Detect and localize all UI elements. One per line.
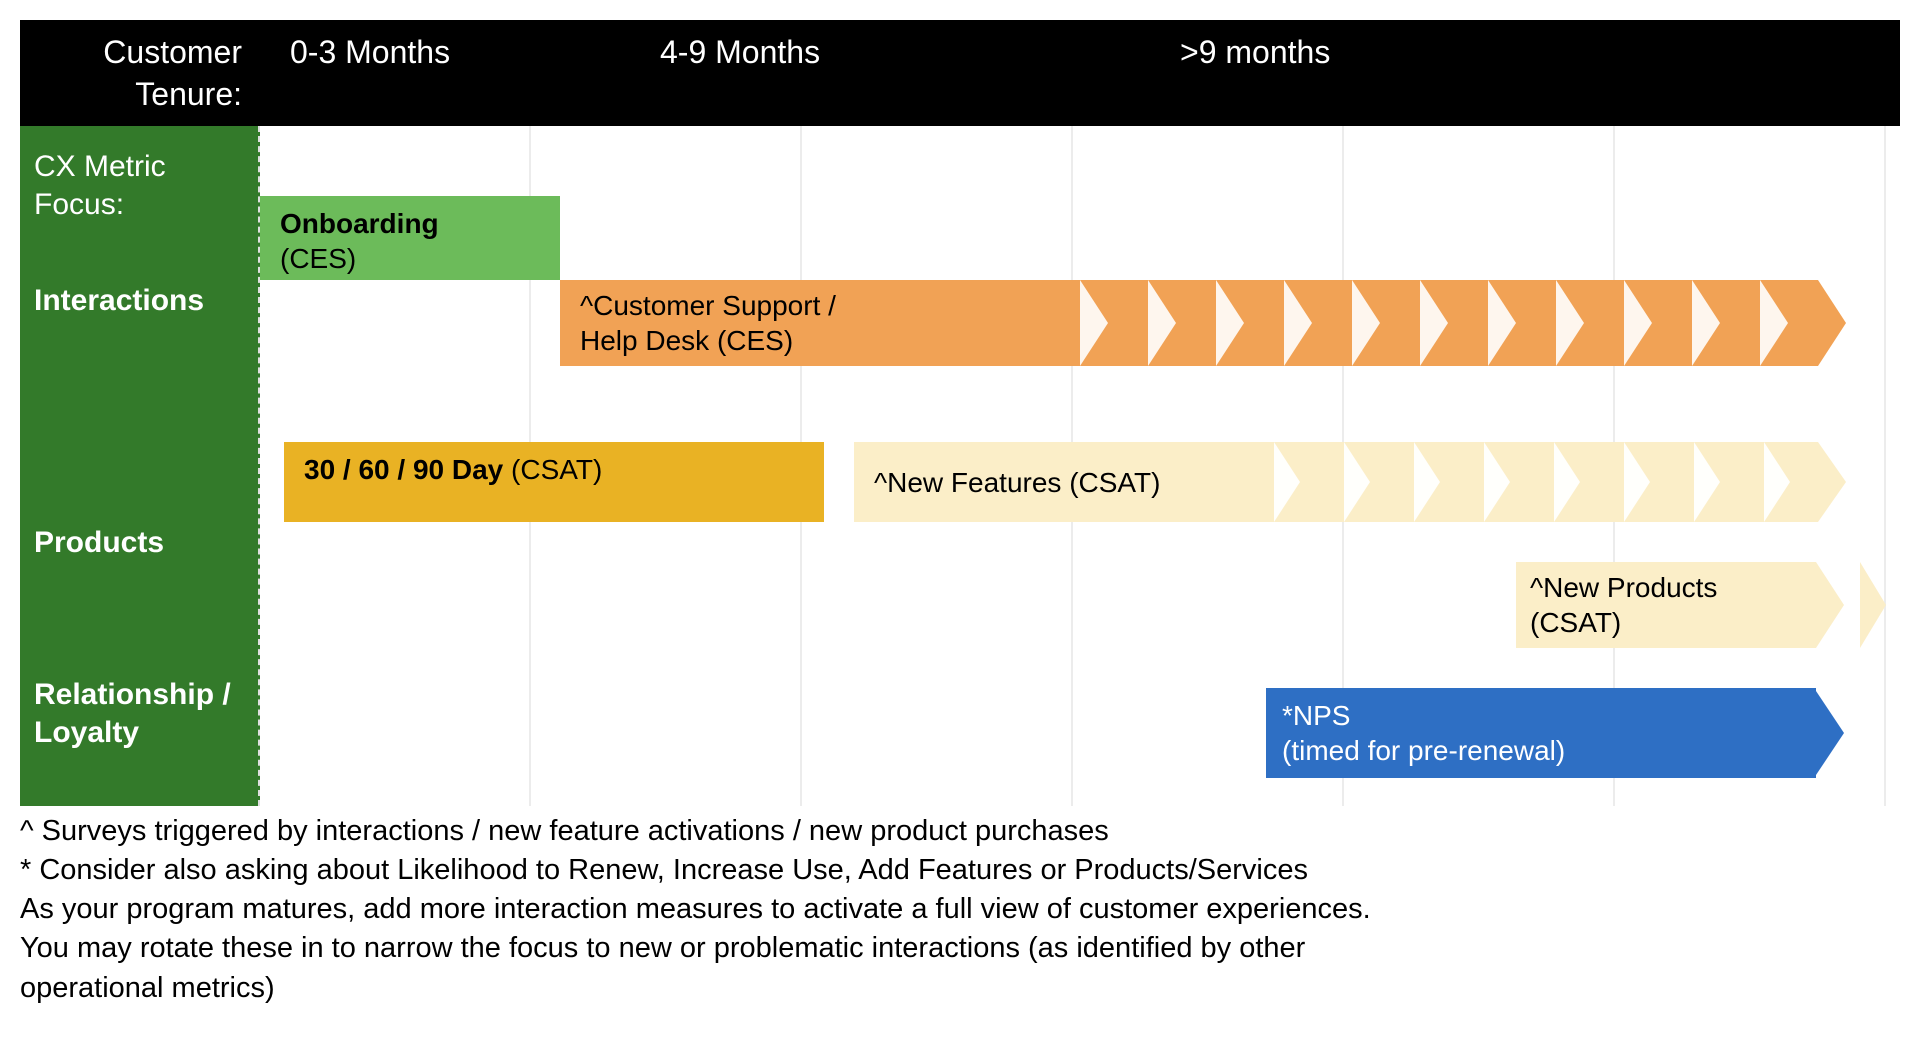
bar-onboarding: Onboarding (CES) — [260, 196, 560, 280]
bar-nps: *NPS (timed for pre-renewal) — [1266, 688, 1816, 778]
bar-customer-support: ^Customer Support / Help Desk (CES) — [560, 280, 1818, 366]
sidebar-relationship: Relationship / Loyalty — [34, 676, 258, 751]
header-bar: Customer Tenure: 0-3 Months 4-9 Months >… — [20, 20, 1900, 126]
arrow-right-icon — [1816, 562, 1844, 648]
header-col-0-3: 0-3 Months — [260, 20, 660, 71]
sidebar-products: Products — [34, 526, 164, 560]
arrow-right-icon — [1818, 442, 1846, 522]
chevron-group-icon — [1080, 280, 1818, 366]
bar-csat30-sub: (CSAT) — [511, 454, 602, 485]
chevron-group-icon — [1274, 442, 1818, 522]
header-label-line1: Customer — [38, 32, 242, 74]
footnote-2: * Consider also asking about Likelihood … — [20, 851, 1900, 890]
footnote-5: operational metrics) — [20, 969, 1900, 1008]
header-col-9plus: >9 months — [1180, 20, 1900, 71]
bar-nps-line2: (timed for pre-renewal) — [1282, 733, 1565, 768]
chevron-right-icon — [1860, 562, 1886, 648]
footnote-3: As your program matures, add more intera… — [20, 890, 1900, 929]
cx-metric-timeline: Customer Tenure: 0-3 Months 4-9 Months >… — [20, 20, 1900, 1008]
footnotes: ^ Surveys triggered by interactions / ne… — [20, 806, 1900, 1008]
bar-csat30-title: 30 / 60 / 90 Day — [304, 454, 511, 485]
arrow-right-icon — [1818, 280, 1846, 366]
bar-new-features: ^New Features (CSAT) — [854, 442, 1818, 522]
bar-onboarding-sub: (CES) — [280, 241, 540, 276]
header-columns: 0-3 Months 4-9 Months >9 months — [260, 20, 1900, 126]
footnote-4: You may rotate these in to narrow the fo… — [20, 929, 1900, 968]
sidebar: CX Metric Focus: Interactions Products R… — [20, 126, 260, 806]
bar-support-line1: ^Customer Support / — [580, 288, 836, 323]
header-label: Customer Tenure: — [20, 20, 260, 126]
bar-newprod-line2: (CSAT) — [1530, 605, 1717, 640]
bar-nps-line1: *NPS — [1282, 698, 1565, 733]
timeline-canvas: Onboarding (CES) ^Customer Support / Hel… — [260, 126, 1900, 806]
sidebar-interactions: Interactions — [34, 284, 204, 318]
bar-30-60-90: 30 / 60 / 90 Day (CSAT) — [284, 442, 824, 522]
arrow-right-icon — [1814, 688, 1844, 778]
bar-new-products: ^New Products (CSAT) — [1516, 562, 1816, 648]
header-label-line2: Tenure: — [38, 74, 242, 116]
footnote-1: ^ Surveys triggered by interactions / ne… — [20, 812, 1900, 851]
bar-onboarding-title: Onboarding — [280, 206, 540, 241]
bar-newfeat-text: ^New Features (CSAT) — [874, 465, 1160, 500]
sidebar-cx-label: CX Metric Focus: — [34, 148, 248, 223]
bar-newprod-line1: ^New Products — [1530, 570, 1717, 605]
bar-support-line2: Help Desk (CES) — [580, 323, 836, 358]
body-row: CX Metric Focus: Interactions Products R… — [20, 126, 1900, 806]
header-col-4-9: 4-9 Months — [660, 20, 1180, 71]
